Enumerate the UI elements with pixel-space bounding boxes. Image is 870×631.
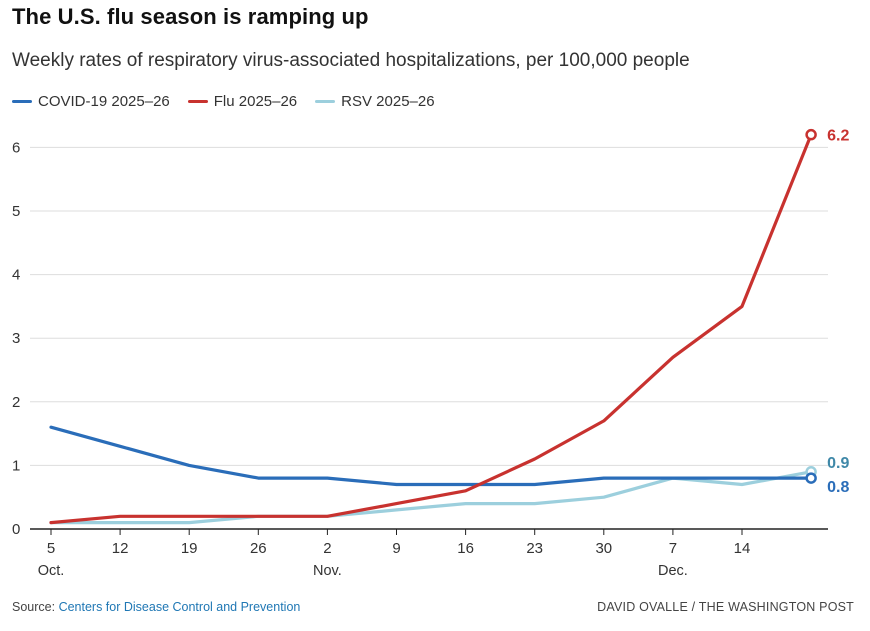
legend-swatch-covid (12, 99, 32, 103)
x-month-label-0: Oct. (38, 563, 65, 579)
end-label-rsv: 0.9 (827, 455, 849, 472)
series-line-flu (49, 133, 813, 525)
end-label-covid: 0.8 (827, 479, 849, 496)
y-tick-label-6: 6 (12, 139, 20, 156)
end-marker-flu (805, 128, 817, 141)
x-tick-label-3: 26 (250, 540, 267, 557)
source-note: Source: Centers for Disease Control and … (12, 600, 300, 614)
y-tick-label-4: 4 (12, 267, 20, 284)
x-tick-label-8: 30 (595, 540, 612, 557)
legend-swatch-rsv (315, 99, 336, 103)
legend-item-covid: COVID-19 2025–26 (12, 93, 170, 110)
legend-label-covid: COVID-19 2025–26 (38, 92, 170, 110)
y-tick-label-2: 2 (12, 394, 20, 411)
y-tick-label-5: 5 (12, 203, 20, 220)
chart-title: The U.S. flu season is ramping up (12, 4, 369, 29)
x-tick-label-9: 7 (669, 540, 677, 557)
x-tick-label-0: 5 (47, 540, 55, 557)
x-month-label-9: Dec. (658, 563, 688, 579)
legend-item-flu: Flu 2025–26 (187, 92, 298, 110)
y-tick-label-3: 3 (12, 330, 20, 347)
x-tick-label-10: 14 (734, 540, 751, 557)
credit-line: DAVID OVALLE / THE WASHINGTON POST (597, 600, 854, 614)
x-tick-label-1: 12 (112, 540, 129, 557)
chart-subtitle: Weekly rates of respiratory virus-associ… (12, 50, 690, 71)
x-tick-label-5: 9 (392, 540, 400, 557)
y-tick-label-1: 1 (12, 457, 20, 474)
y-tick-label-0: 0 (12, 521, 20, 538)
x-tick-label-2: 19 (181, 540, 198, 557)
x-month-label-4: Nov. (313, 563, 342, 579)
x-tick-label-4: 2 (323, 540, 331, 557)
source-prefix: Source: (12, 600, 59, 614)
source-link[interactable]: Centers for Disease Control and Preventi… (58, 600, 301, 614)
x-tick-label-6: 16 (457, 540, 474, 557)
legend: COVID-19 2025–26 Flu 2025–26 RSV 2025–26 (12, 91, 453, 111)
legend-item-rsv: RSV 2025–26 (315, 92, 435, 110)
legend-label-flu: Flu 2025–26 (213, 92, 298, 110)
series-line-covid (49, 425, 813, 487)
end-label-flu: 6.2 (827, 128, 849, 145)
legend-label-rsv: RSV 2025–26 (341, 92, 435, 110)
legend-swatch-flu (187, 99, 208, 103)
end-marker-covid (805, 472, 817, 484)
x-tick-label-7: 23 (526, 540, 543, 557)
